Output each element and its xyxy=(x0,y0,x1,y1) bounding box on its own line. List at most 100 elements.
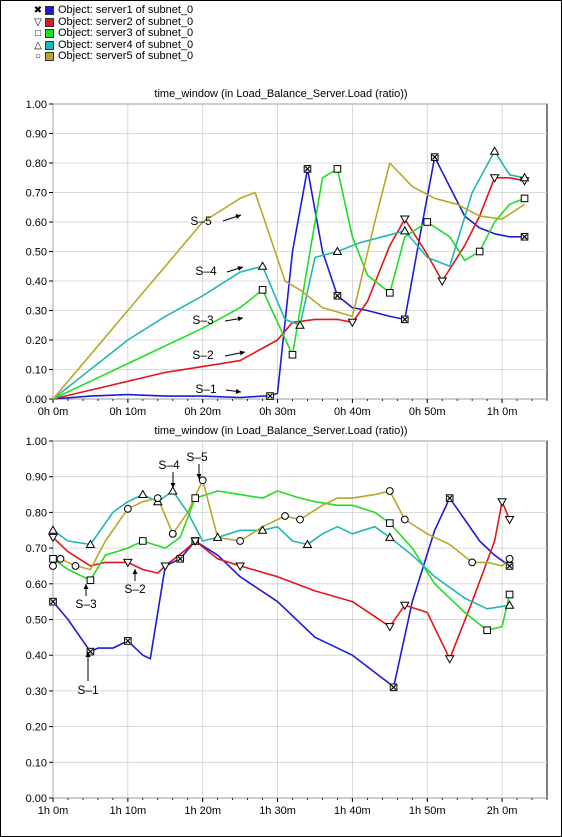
legend-item: △ Object: server4 of subnet_0 xyxy=(33,38,194,52)
annotation-arrowhead xyxy=(235,388,241,394)
x-tick-label: 0h 0m xyxy=(38,406,69,418)
x-tick-label: 1h 30m xyxy=(259,805,296,817)
chart-title: time_window (in Load_Balance_Server.Load… xyxy=(154,88,407,100)
x-tick-label: 1h 40m xyxy=(334,805,371,817)
series-annotation-label: S–4 xyxy=(195,264,217,278)
marker-triangle-up xyxy=(48,525,58,534)
y-tick-label: 0.50 xyxy=(26,247,47,259)
legend-label: Object: server4 of subnet_0 xyxy=(58,38,194,51)
series-annotation-label: S–3 xyxy=(192,313,214,327)
y-tick-label: 1.00 xyxy=(26,436,47,448)
series-annotation-label: S–5 xyxy=(190,214,212,228)
marker-square xyxy=(49,555,57,563)
y-tick-label: 0.90 xyxy=(26,129,47,141)
marker-triangle-up xyxy=(137,489,148,499)
marker-triangle-up xyxy=(257,525,268,534)
legend-item: ▽ Object: server2 of subnet_0 xyxy=(33,15,194,29)
marker-circle xyxy=(71,562,80,570)
circle-marker-icon: ○ xyxy=(34,51,42,62)
legend-swatch xyxy=(45,17,54,27)
legend-label: Object: server2 of subnet_0 xyxy=(58,15,194,28)
y-tick-label: 0.00 xyxy=(26,793,47,805)
x-tick-label: 1h 50m xyxy=(409,805,446,817)
marker-square xyxy=(505,590,514,599)
legend-item: ✖ Object: server1 of subnet_0 xyxy=(33,4,193,17)
legend-item: □ Object: server3 of subnet_0 xyxy=(33,27,194,40)
y-tick-label: 0.50 xyxy=(26,615,47,627)
marker-x-cross xyxy=(87,648,94,655)
marker-circle xyxy=(198,476,207,485)
marker-x-cross xyxy=(304,166,311,172)
marker-triangle-down xyxy=(48,533,58,543)
y-tick-label: 0.60 xyxy=(26,579,47,591)
marker-triangle-up xyxy=(85,539,96,549)
x-marker-icon: ✖ xyxy=(33,5,43,16)
series xyxy=(52,162,525,400)
series-line xyxy=(52,490,511,631)
annotation-arrowhead xyxy=(85,652,91,657)
marker-x-cross xyxy=(125,638,131,644)
x-tick-label: 1h 10m xyxy=(109,805,146,817)
series-line xyxy=(52,168,525,400)
marker-triangle-down xyxy=(489,174,500,183)
y-tick-label: 0.80 xyxy=(26,507,47,519)
legend-swatch xyxy=(45,52,54,62)
chart-title: time_window (in Load_Balance_Server.Load… xyxy=(154,425,407,437)
marker-triangle-down xyxy=(122,558,133,568)
x-tick-label: 0h 50m xyxy=(409,406,446,418)
marker-circle xyxy=(123,504,132,513)
marker-x-cross xyxy=(390,684,397,691)
marker-x-cross xyxy=(446,495,453,501)
triangle-up-marker-icon: △ xyxy=(34,39,42,51)
marker-circle xyxy=(505,554,514,563)
marker-circle xyxy=(168,529,177,538)
y-tick-label: 1.00 xyxy=(26,99,47,111)
marker-triangle-up xyxy=(257,261,268,270)
marker-circle xyxy=(49,562,57,570)
series-annotation-label: S–2 xyxy=(192,348,214,362)
series xyxy=(52,490,510,610)
annotation-arrowhead xyxy=(237,266,243,271)
series-line xyxy=(52,497,511,689)
marker-square xyxy=(258,286,267,294)
annotation-arrowhead xyxy=(235,214,241,219)
series-markers xyxy=(266,153,529,400)
y-tick-label: 0.60 xyxy=(26,217,47,229)
y-tick-label: 0.20 xyxy=(26,335,47,347)
legend-swatch xyxy=(45,29,54,39)
marker-triangle-up xyxy=(302,539,313,549)
legend-label: Object: server3 of subnet_0 xyxy=(58,27,194,39)
marker-circle xyxy=(468,558,477,567)
series-annotation-label: S–5 xyxy=(186,450,208,464)
x-tick-label: 2h 0m xyxy=(487,805,518,817)
series xyxy=(52,497,511,689)
y-tick-label: 0.30 xyxy=(26,686,47,698)
marker-circle xyxy=(56,554,65,563)
series-annotation-label: S–3 xyxy=(75,597,97,611)
series-annotation-label: S–1 xyxy=(77,683,99,697)
legend-label: Object: server5 of subnet_0 xyxy=(58,50,194,62)
marker-circle xyxy=(236,537,245,545)
marker-square xyxy=(86,576,95,585)
y-tick-label: 0.10 xyxy=(26,757,47,769)
x-tick-label: 0h 10m xyxy=(109,406,146,418)
annotation-arrowhead xyxy=(170,483,176,488)
marker-x-cross xyxy=(521,234,528,240)
marker-triangle-down xyxy=(399,215,410,225)
x-tick-label: 1h 20m xyxy=(184,805,221,817)
series xyxy=(52,479,511,571)
marker-square xyxy=(423,218,432,226)
legend-swatch xyxy=(45,6,54,16)
x-tick-label: 0h 30m xyxy=(259,406,296,418)
marker-triangle-up xyxy=(332,246,343,255)
marker-circle xyxy=(296,515,304,524)
square-marker-icon: □ xyxy=(34,28,42,39)
series-markers xyxy=(49,494,514,692)
marker-triangle-down xyxy=(347,318,358,328)
grid xyxy=(52,440,547,799)
marker-triangle-down xyxy=(384,623,395,632)
marker-triangle-down xyxy=(235,562,245,571)
series-markers xyxy=(48,498,515,664)
annotation-arrowhead xyxy=(239,350,245,356)
